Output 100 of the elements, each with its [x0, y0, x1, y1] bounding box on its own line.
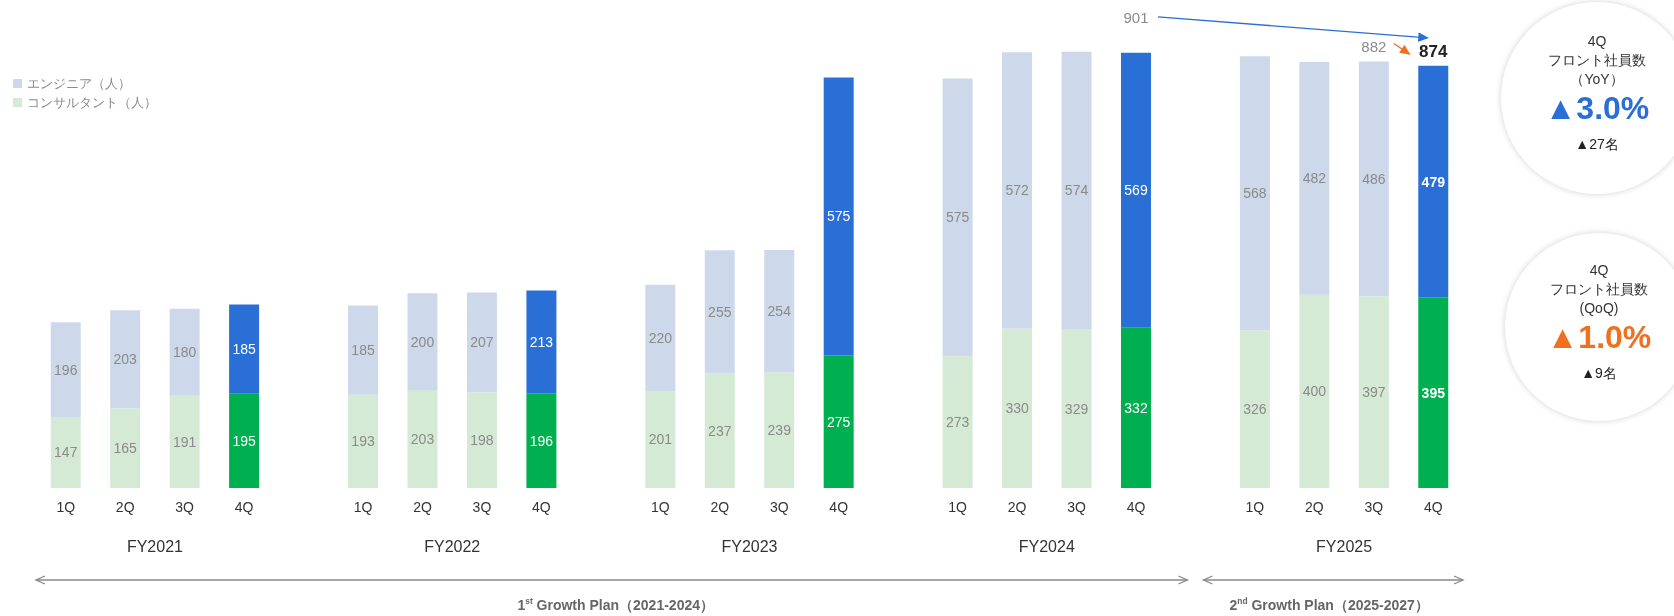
data-label: 185: [351, 342, 375, 359]
data-label: 273: [945, 414, 970, 431]
data-label: 203: [410, 430, 435, 447]
bar: [1120, 52, 1151, 328]
x-tick-label: 4Q: [1126, 499, 1146, 515]
total-label: 874: [1419, 41, 1448, 62]
data-label: 330: [1005, 400, 1029, 417]
bar: [645, 284, 676, 391]
x-tick-label: 4Q: [829, 499, 849, 515]
data-label: 237: [708, 422, 732, 439]
data-label: 575: [827, 208, 851, 225]
bar: [942, 356, 973, 488]
data-label: 198: [470, 432, 494, 449]
bar: [348, 394, 379, 488]
bar: [229, 393, 260, 488]
x-tick-label: 1Q: [650, 499, 670, 515]
bar: [1239, 56, 1270, 331]
text: フロント社員数: [1550, 280, 1648, 298]
data-label: 572: [1005, 182, 1029, 199]
data-label: 220: [648, 329, 673, 346]
bar: [645, 390, 676, 488]
text: FY2024: [1018, 538, 1075, 556]
text: ▲3.0%: [1544, 90, 1650, 127]
x-tick-label: 2Q: [115, 499, 135, 515]
legend-label: エンジニア（人）: [27, 76, 131, 91]
x-tick-label: 2Q: [413, 499, 432, 515]
text: FY2022: [424, 538, 481, 556]
bar: [526, 393, 557, 488]
x-tick-label: 4Q: [1423, 499, 1443, 515]
x-tick-label: 2Q: [1305, 499, 1324, 515]
bar: [1358, 296, 1389, 488]
text: FY2023: [721, 538, 778, 556]
data-label: 213: [529, 333, 554, 350]
bar: [1358, 61, 1389, 297]
text: FY2025: [1316, 538, 1373, 556]
x-tick-label: 3Q: [769, 499, 789, 515]
data-label: 329: [1064, 400, 1089, 417]
data-label: 196: [54, 361, 78, 378]
bar: [1299, 294, 1330, 488]
data-label: 332: [1124, 399, 1148, 416]
bar: [50, 322, 81, 417]
bar: [348, 305, 379, 395]
data-label: 196: [529, 432, 554, 449]
x-tick-label: 3Q: [1067, 499, 1086, 515]
total-label: 882: [1361, 37, 1387, 55]
bar: [1418, 65, 1449, 298]
bar: [466, 392, 497, 488]
bar: [407, 293, 438, 390]
x-tick-label: 2Q: [1007, 499, 1027, 515]
bar: [1120, 327, 1151, 488]
data-label: 185: [232, 341, 256, 358]
x-tick-label: 1Q: [56, 499, 76, 515]
bar: [823, 77, 854, 356]
bar: [407, 389, 438, 488]
x-tick-label: 1Q: [353, 499, 373, 515]
x-tick-label: 3Q: [472, 499, 492, 515]
text: 1$^{st}$ Growth Plan（2021-2024）: [517, 596, 714, 615]
data-label: 568: [1243, 185, 1267, 202]
x-tick-label: 1Q: [948, 499, 968, 515]
data-label: 575: [945, 209, 970, 226]
data-label: 207: [470, 334, 494, 351]
bar: [466, 292, 497, 393]
text: (QoQ): [1579, 299, 1619, 317]
bar: [50, 417, 81, 488]
x-tick-label: 3Q: [1364, 499, 1384, 515]
bar: [704, 373, 735, 488]
total-label: 901: [1123, 8, 1149, 26]
bar: [526, 290, 557, 394]
data-label: 326: [1243, 401, 1267, 418]
text: 4Q: [1589, 261, 1609, 279]
bar: [1002, 328, 1033, 488]
bar: [110, 408, 141, 488]
data-label: 147: [54, 444, 78, 461]
bar: [1061, 329, 1092, 488]
data-label: 191: [172, 433, 197, 450]
data-label: 395: [1421, 384, 1446, 401]
text: ▲1.0%: [1546, 319, 1652, 356]
bar: [1418, 297, 1449, 488]
data-label: 275: [827, 413, 851, 430]
data-label: 255: [708, 303, 732, 320]
data-label: 397: [1362, 384, 1386, 401]
data-label: 165: [113, 440, 138, 457]
text: 2$^{nd}$ Growth Plan（2025-2027）: [1229, 596, 1429, 615]
bar: [110, 310, 141, 409]
legend-label: コンサルタント（人）: [27, 95, 157, 110]
bar: [942, 78, 973, 357]
data-label: 400: [1302, 383, 1327, 400]
text: （YoY）: [1570, 70, 1624, 88]
data-label: 200: [410, 333, 435, 350]
bar: [169, 395, 200, 488]
data-label: 254: [767, 303, 792, 320]
text: ▲27名: [1575, 136, 1619, 154]
bar: [823, 355, 854, 488]
text: 4Q: [1587, 32, 1607, 50]
bar: [169, 308, 200, 396]
bar: [1299, 61, 1330, 295]
data-label: 569: [1124, 182, 1148, 199]
bar: [229, 304, 260, 394]
data-label: 574: [1064, 182, 1089, 199]
bar: [1002, 52, 1033, 329]
